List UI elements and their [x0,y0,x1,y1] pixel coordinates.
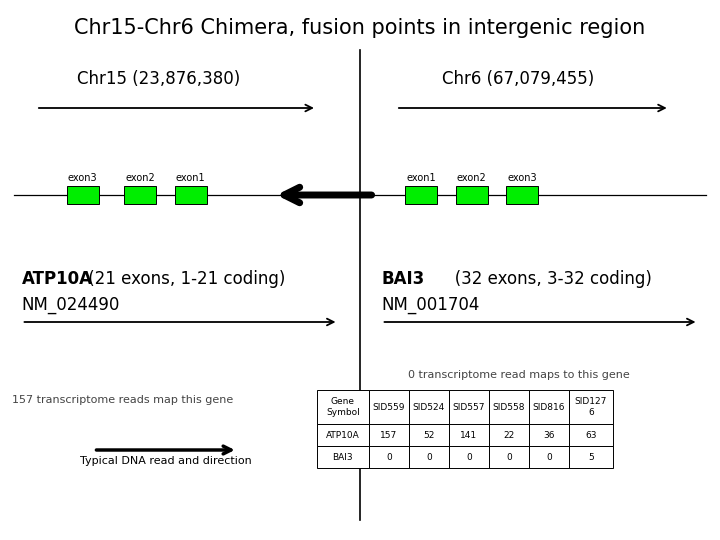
Bar [449,446,489,468]
Text: exon1: exon1 [176,173,206,183]
Text: exon3: exon3 [507,173,537,183]
Text: 0: 0 [546,453,552,462]
Bar [405,186,437,204]
Text: SID524: SID524 [413,402,445,411]
Text: SID558: SID558 [492,402,525,411]
Text: ATP10A: ATP10A [326,430,360,440]
Text: (21 exons, 1-21 coding): (21 exons, 1-21 coding) [83,270,285,288]
Text: Chr15 (23,876,380): Chr15 (23,876,380) [77,70,240,88]
Bar [369,446,409,468]
Text: 0: 0 [426,453,432,462]
Text: (32 exons, 3-32 coding): (32 exons, 3-32 coding) [439,270,652,288]
Text: exon2: exon2 [125,173,156,183]
Text: 0 transcriptome read maps to this gene: 0 transcriptome read maps to this gene [408,370,629,380]
Bar [456,186,487,204]
Bar [569,390,613,424]
Text: BAI3: BAI3 [382,270,425,288]
Text: NM_024490: NM_024490 [22,296,120,314]
Bar [369,390,409,424]
Text: 0: 0 [506,453,512,462]
Bar [489,446,528,468]
Bar [409,446,449,468]
Text: 0: 0 [386,453,392,462]
Text: Chr15-Chr6 Chimera, fusion points in intergenic region: Chr15-Chr6 Chimera, fusion points in int… [74,18,646,38]
Text: 0: 0 [466,453,472,462]
Text: ATP10A: ATP10A [22,270,93,288]
Bar [317,446,369,468]
Text: Gene
Symbol: Gene Symbol [326,397,360,417]
Text: Chr6 (67,079,455): Chr6 (67,079,455) [442,70,595,88]
Bar [125,186,156,204]
Bar [409,390,449,424]
Bar [569,446,613,468]
Bar [528,390,569,424]
Text: SID816: SID816 [533,402,565,411]
Bar [317,390,369,424]
Bar [489,424,528,446]
Bar [528,424,569,446]
Bar [175,186,207,204]
Text: exon2: exon2 [456,173,487,183]
Bar [409,424,449,446]
Text: exon3: exon3 [68,173,98,183]
Bar [569,424,613,446]
Text: 157 transcriptome reads map this gene: 157 transcriptome reads map this gene [12,395,233,405]
Bar [528,446,569,468]
Text: 36: 36 [543,430,554,440]
Text: 141: 141 [460,430,477,440]
Text: exon1: exon1 [406,173,436,183]
Text: 5: 5 [588,453,594,462]
Bar [489,390,528,424]
Text: SID127
6: SID127 6 [575,397,607,417]
Bar [369,424,409,446]
Text: Typical DNA read and direction: Typical DNA read and direction [80,456,251,466]
Text: 63: 63 [585,430,597,440]
Bar [449,390,489,424]
Text: 157: 157 [380,430,397,440]
Bar [506,186,538,204]
Bar [449,424,489,446]
Bar [67,186,99,204]
Text: SID557: SID557 [453,402,485,411]
Bar [317,424,369,446]
Text: 52: 52 [423,430,434,440]
Text: 22: 22 [503,430,514,440]
Text: SID559: SID559 [372,402,405,411]
Text: NM_001704: NM_001704 [382,296,480,314]
Text: BAI3: BAI3 [333,453,353,462]
